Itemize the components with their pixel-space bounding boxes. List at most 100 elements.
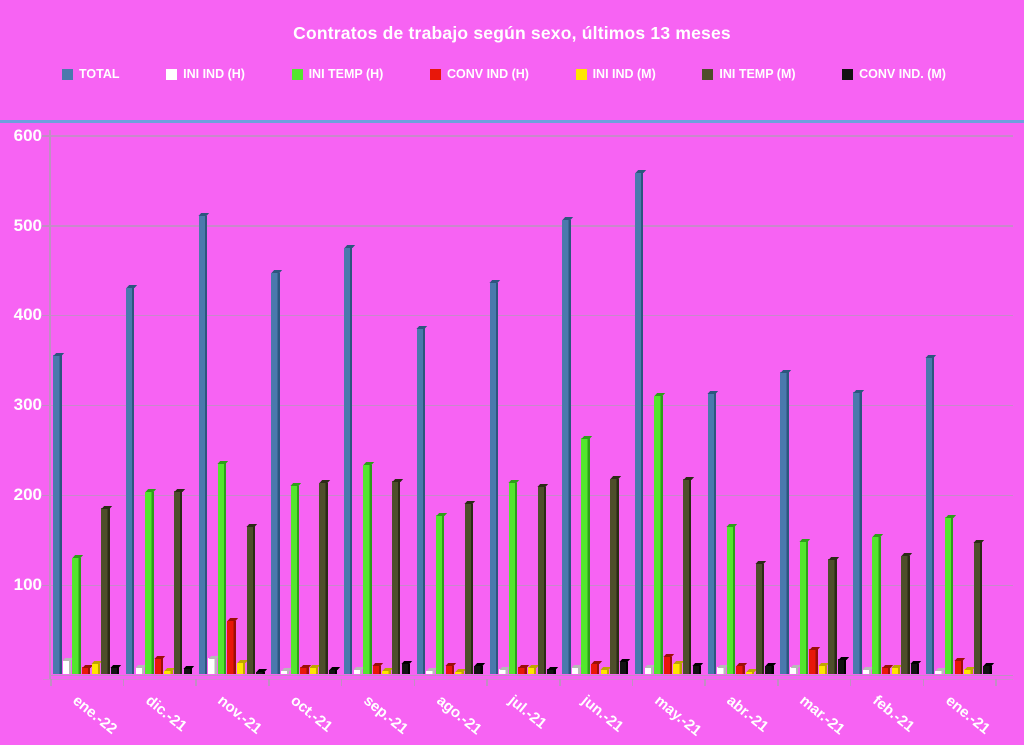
bar-top-face	[692, 662, 704, 666]
bar-conv-ind-h--jul.-21	[518, 667, 527, 675]
y-tick-label-500: 500	[13, 215, 42, 235]
bar-top-face	[417, 325, 428, 329]
x-axis-tick-6	[486, 678, 488, 686]
x-label-jun.-21: jun.-21	[578, 692, 627, 736]
bar-ini-ind-m--ago.-21	[455, 671, 464, 675]
bar-ini-temp-m--jun.-21	[610, 478, 619, 675]
x-label-nov.-21: nov.-21	[214, 692, 266, 738]
bar-top-face	[373, 662, 385, 666]
bar-top-face	[756, 561, 767, 564]
bar-conv-ind-m--sep.-21	[401, 663, 411, 675]
bar-conv-ind-m--feb.-21	[910, 663, 920, 675]
y-axis-tick-500	[42, 225, 49, 227]
bar-conv-ind-h--jun.-21	[591, 663, 600, 675]
legend-swatch-icon	[842, 68, 854, 80]
gridline-300	[49, 404, 1013, 407]
bar-top-face	[926, 354, 937, 358]
bar-top-face	[581, 435, 593, 439]
y-axis-line	[49, 130, 51, 679]
x-axis-tick-0	[50, 678, 52, 686]
y-tick-label-100: 100	[13, 575, 42, 595]
bar-conv-ind-m--jul.-21	[547, 669, 556, 675]
bar-total-abr.-21	[707, 393, 717, 675]
legend-item-6: INI TEMP (M)	[702, 67, 796, 81]
bar-top-face	[489, 280, 501, 283]
x-label-may.-21: may.-21	[651, 692, 705, 740]
legend-swatch-icon	[429, 68, 441, 80]
x-axis-tick-11	[849, 678, 852, 686]
bar-top-face	[955, 657, 966, 661]
bar-top-face	[465, 501, 476, 504]
bar-ini-temp-m--jul.-21	[537, 486, 546, 675]
y-axis-tick-200	[42, 494, 49, 497]
legend-item-5: INI IND (M)	[575, 67, 656, 81]
bar-top-face	[474, 662, 486, 666]
gridline-100	[49, 584, 1013, 587]
legend-item-7: CONV IND. (M)	[842, 67, 946, 81]
bar-ini-temp-h--feb.-21	[872, 536, 881, 675]
x-label-jul.-21: jul.-21	[505, 692, 551, 733]
bar-conv-ind-h--ene.-22	[82, 667, 91, 675]
y-axis-tick-600	[42, 135, 49, 137]
x-label-mar.-21: mar.-21	[796, 692, 849, 739]
bar-ini-temp-h--nov.-21	[217, 463, 227, 675]
legend-label: INI TEMP (H)	[308, 67, 384, 81]
bar-conv-ind-m--nov.-21	[256, 671, 265, 675]
bar-top-face	[537, 484, 549, 487]
x-label-ene.-22: ene.-22	[69, 692, 121, 738]
x-label-ago.-21: ago.-21	[432, 692, 485, 739]
bar-top-face	[838, 656, 850, 660]
bar-top-face	[974, 539, 985, 543]
bar-top-face	[183, 665, 195, 669]
bar-ini-ind-m--may.-21	[673, 663, 682, 675]
bar-top-face	[911, 661, 922, 664]
bar-ini-ind-m--feb.-21	[891, 667, 900, 675]
bar-total-nov.-21	[198, 216, 208, 675]
bar-top-face	[247, 523, 258, 527]
bar-top-face	[53, 352, 65, 356]
x-axis-tick-5	[413, 678, 416, 686]
bar-conv-ind-h--feb.-21	[881, 667, 891, 675]
y-axis-tick-100	[42, 584, 49, 587]
bar-conv-ind-h--ago.-21	[445, 665, 454, 675]
x-axis-tick-2	[195, 678, 197, 686]
x-axis-baseline	[49, 674, 1013, 676]
bar-conv-ind-h--sep.-21	[372, 665, 382, 675]
bar-top-face	[290, 483, 302, 486]
bar-top-face	[610, 475, 622, 479]
bar-total-ago.-21	[416, 328, 426, 675]
bar-ini-ind-h--feb.-21	[862, 670, 872, 675]
y-tick-label-400: 400	[13, 305, 42, 325]
bar-top-face	[664, 653, 675, 657]
bar-ini-ind-h--oct.-21	[280, 670, 290, 675]
bar-ini-temp-m--mar.-21	[828, 559, 837, 675]
legend-label: INI TEMP (M)	[719, 67, 796, 81]
bar-conv-ind-h--dic.-21	[154, 658, 164, 675]
x-axis-floor-line	[43, 678, 1013, 680]
bar-ini-temp-m--dic.-21	[173, 491, 183, 675]
bar-ini-temp-h--oct.-21	[290, 485, 299, 675]
bar-top-face	[72, 555, 84, 558]
bar-ini-temp-h--may.-21	[654, 395, 663, 675]
bar-ini-temp-h--ene.-22	[72, 557, 81, 675]
bar-ini-temp-m--ene.-21	[973, 542, 983, 675]
legend-item-1: TOTAL	[62, 67, 120, 81]
legend-swatch-icon	[166, 68, 178, 80]
bar-conv-ind-m--jun.-21	[619, 661, 629, 675]
bar-top-face	[402, 661, 413, 664]
bar-top-face	[809, 646, 821, 650]
gridline-500	[49, 225, 1013, 227]
bar-ini-ind-h--sep.-21	[353, 670, 363, 675]
x-axis-tick-12	[922, 678, 925, 686]
bar-ini-temp-m--sep.-21	[392, 481, 401, 675]
y-axis-tick-300	[42, 404, 49, 407]
bar-ini-ind-m--ene.-22	[91, 663, 100, 675]
legend-swatch-icon	[62, 68, 73, 80]
legend-label: TOTAL	[79, 67, 120, 81]
gridline-600	[49, 135, 1013, 137]
bar-top-face	[101, 505, 113, 509]
bar-total-ene.-22	[53, 355, 62, 675]
bar-conv-ind-h--mar.-21	[809, 649, 818, 675]
bar-top-face	[872, 534, 884, 537]
